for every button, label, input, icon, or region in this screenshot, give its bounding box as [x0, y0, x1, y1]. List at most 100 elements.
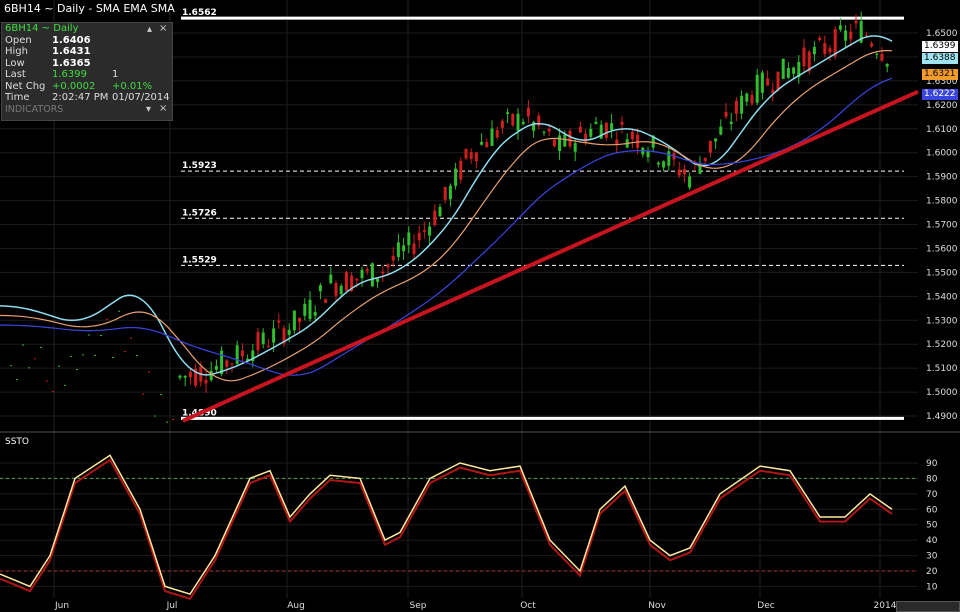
candle-body	[818, 37, 822, 40]
candle-body	[266, 345, 270, 347]
candle-body	[755, 74, 759, 103]
candle-body	[511, 113, 515, 126]
candle-body	[292, 310, 296, 331]
candle-dot	[40, 346, 42, 348]
candle-body	[802, 47, 806, 67]
candle-body	[698, 163, 702, 174]
candle-body	[599, 124, 603, 139]
candle-body	[261, 332, 265, 345]
time-axis-label: Nov	[648, 601, 666, 611]
candle-body	[334, 283, 338, 296]
osc-axis-label: 60	[926, 505, 938, 515]
candle-body	[188, 372, 192, 378]
candle-dot	[46, 380, 48, 382]
candle-body	[573, 143, 577, 152]
candle-body	[246, 358, 250, 362]
candle-body	[708, 140, 712, 153]
candle-body	[443, 186, 447, 200]
candle-body	[849, 31, 853, 40]
level-label: 1.5726	[182, 208, 217, 218]
price-axis-label: 1.6300	[926, 77, 958, 87]
time-axis-label: 2014	[874, 601, 897, 611]
candle-body	[563, 134, 567, 147]
candle-body	[402, 245, 406, 252]
candle-dot	[172, 418, 174, 420]
candle-body	[771, 89, 775, 94]
candle-body	[807, 51, 811, 72]
ssto-label: SSTO	[5, 437, 29, 447]
candle-body	[558, 135, 562, 152]
candle-body	[823, 43, 827, 54]
osc-axis-label: 30	[926, 552, 938, 562]
chevron-up-icon[interactable]: ▴	[147, 24, 153, 35]
candle-body	[355, 278, 359, 281]
candle-dot	[52, 391, 54, 393]
ema-line	[0, 50, 893, 382]
candle-body	[812, 46, 816, 55]
candle-body	[656, 162, 660, 165]
candle-body	[350, 275, 354, 292]
candle-body	[677, 169, 681, 176]
candle-body	[542, 131, 546, 133]
candle-body	[454, 168, 458, 186]
info-row-low: Low 1.6365	[5, 57, 91, 69]
candle-dot	[112, 356, 114, 358]
candle-body	[521, 121, 525, 125]
candle-body	[500, 120, 504, 128]
info-row-net-chg: Net Chg +0.0002 +0.01%	[5, 80, 153, 92]
osc-axis-label: 90	[926, 459, 938, 469]
candle-body	[859, 21, 863, 43]
candle-body	[386, 264, 390, 268]
indicators-section[interactable]: INDICATORS ▾ ×	[5, 102, 168, 115]
candle-dot	[106, 318, 108, 320]
price-axis-label: 1.5600	[926, 244, 958, 254]
candle-body	[324, 299, 328, 303]
ssto-k-line	[0, 454, 893, 595]
candle-body	[318, 285, 322, 292]
level-label: 1.5923	[182, 161, 217, 171]
candle-dot	[142, 393, 144, 395]
price-axis-label: 1.6200	[926, 101, 958, 111]
candle-body	[240, 350, 244, 357]
time-scrollbar[interactable]	[896, 601, 960, 612]
price-axis-label: 1.6500	[926, 29, 958, 39]
candle-body	[532, 121, 536, 131]
candle-body	[194, 368, 198, 386]
info-panel[interactable]: 6BH14 ~ Daily ▴ × Open 1.6406 High 1.643…	[1, 22, 173, 121]
time-axis-label: Oct	[520, 601, 536, 611]
candle-body	[615, 139, 619, 145]
candle-body	[662, 161, 666, 168]
osc-axis-label: 70	[926, 490, 938, 500]
osc-axis-label: 20	[926, 567, 938, 577]
time-axis-label: Jul	[166, 601, 178, 611]
candle-body	[864, 35, 868, 37]
candle-body	[646, 151, 650, 158]
osc-axis-label: 50	[926, 521, 938, 531]
candle-dot	[130, 337, 132, 339]
close-indicators-icon[interactable]: ×	[159, 102, 168, 114]
candle-body	[870, 43, 874, 47]
candle-body	[838, 25, 842, 30]
candle-body	[178, 375, 182, 378]
sma-fast-line	[0, 35, 893, 376]
candle-body	[781, 58, 785, 79]
candle-body	[485, 142, 489, 148]
candle-body	[256, 332, 260, 351]
candle-body	[495, 129, 499, 138]
candle-dot	[76, 369, 78, 371]
candle-body	[667, 151, 671, 166]
expand-icon[interactable]: ▾	[146, 103, 152, 115]
candle-body	[225, 360, 229, 367]
candle-body	[412, 243, 416, 255]
price-tag-sma-fast: 1.6388	[922, 53, 958, 64]
candle-body	[594, 121, 598, 124]
candle-body	[370, 263, 374, 287]
candle-body	[433, 210, 437, 226]
time-axis-label: Aug	[287, 601, 305, 611]
candle-dot	[118, 310, 120, 312]
close-icon[interactable]: ×	[159, 23, 168, 34]
candle-body	[360, 269, 364, 279]
candle-dot	[160, 394, 162, 396]
level-label: 1.5529	[182, 255, 217, 265]
